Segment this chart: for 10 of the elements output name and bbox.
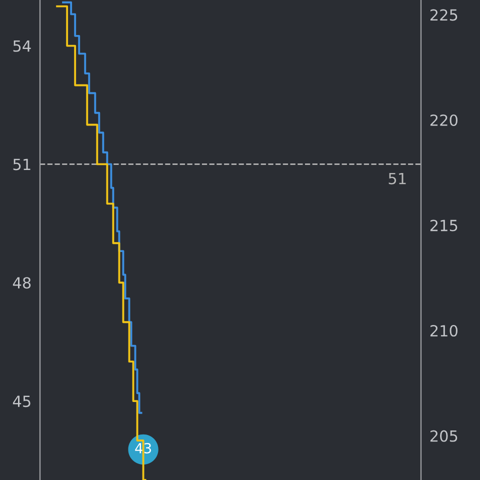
y-tick-label: 54	[13, 40, 31, 52]
y2-tick-label: 215	[430, 220, 458, 232]
y2-tick-label: 220	[430, 114, 458, 126]
y-tick-label: 51	[13, 158, 30, 170]
y-tick-label: 45	[12, 396, 30, 408]
y-tick-label: 48	[12, 277, 31, 289]
ref-line-label: 51	[388, 173, 406, 184]
y2-tick-label: 205	[430, 430, 458, 442]
y2-tick-label: 210	[430, 324, 458, 337]
y2-tick-label: 225	[430, 9, 458, 21]
